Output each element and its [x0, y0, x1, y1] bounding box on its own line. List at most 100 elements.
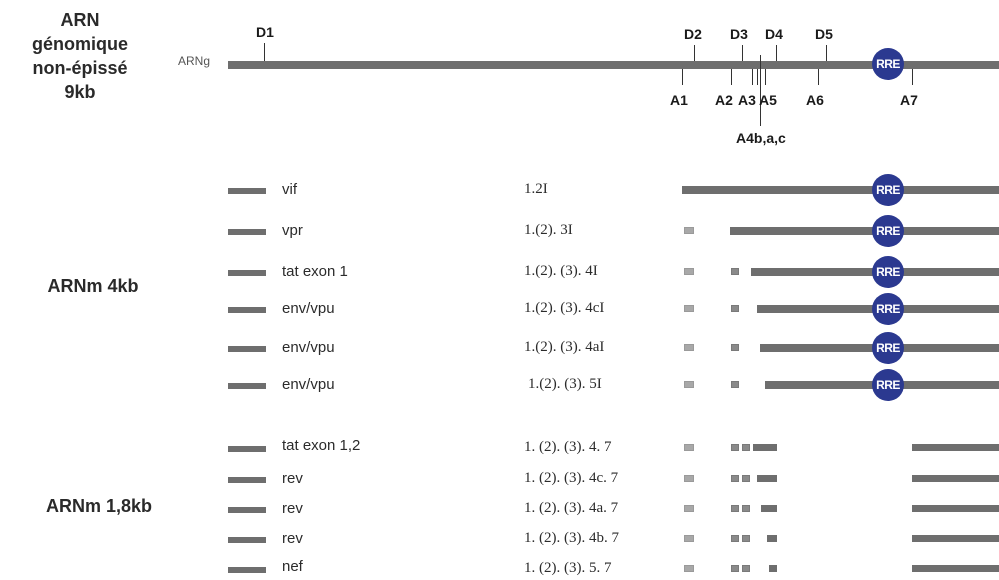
- donor-d5: D5: [815, 26, 833, 42]
- transcript-code: 1.(2). (3). 4cI: [524, 300, 605, 316]
- exon-marker: [731, 268, 739, 275]
- transcript-code: 1. (2). (3). 4b. 7: [524, 530, 619, 546]
- exon1-bar: [228, 477, 266, 483]
- acceptor-a3: A3: [738, 92, 756, 108]
- transcript-name: vpr: [282, 222, 303, 239]
- rre-icon: RRE: [872, 215, 904, 247]
- exon1-bar: [228, 346, 266, 352]
- mrna-18kb-title: ARNm 1,8kb: [45, 496, 153, 516]
- exon-nef: [769, 565, 777, 572]
- donor-d1-tick: [264, 43, 265, 61]
- transcript-name: env/vpu: [282, 339, 335, 356]
- acceptor-a3-tick: [752, 69, 753, 85]
- rre-icon: RRE: [872, 256, 904, 288]
- transcript-code: 1. (2). (3). 5. 7: [524, 560, 612, 576]
- exon-tat: [753, 444, 777, 451]
- transcript-code: 1. (2). (3). 4c. 7: [524, 470, 619, 486]
- rre-genome: RRE: [872, 48, 904, 80]
- exon-7-bar: [912, 565, 999, 572]
- acceptor-a4-label: A4b,a,c: [736, 130, 786, 146]
- exon-marker: [684, 305, 694, 312]
- transcript-code: 1.(2). 3I: [524, 222, 573, 238]
- acceptor-a2: A2: [715, 92, 733, 108]
- acceptor-a5: A5: [759, 92, 777, 108]
- acceptor-a7: A7: [900, 92, 918, 108]
- exon-marker: [731, 444, 739, 451]
- donor-d3-tick: [742, 45, 743, 61]
- exon-marker: [684, 505, 694, 512]
- exon-rev: [767, 535, 777, 542]
- exon-marker: [742, 444, 750, 451]
- exon1-bar: [228, 383, 266, 389]
- transcript-name: env/vpu: [282, 300, 335, 317]
- donor-d4-tick: [776, 45, 777, 61]
- transcript-code: 1. (2). (3). 4. 7: [524, 439, 612, 455]
- exon1-bar: [228, 507, 266, 513]
- donor-d2: D2: [684, 26, 702, 42]
- exon-marker: [684, 444, 694, 451]
- acceptor-a5-tick: [765, 69, 766, 85]
- acceptor-a1-tick: [682, 69, 683, 85]
- rre-icon: RRE: [872, 293, 904, 325]
- exon-marker: [731, 381, 739, 388]
- transcript-name: rev: [282, 530, 303, 547]
- genome-bar: [228, 61, 999, 69]
- exon-7-bar: [912, 505, 999, 512]
- transcript-bar: [730, 227, 999, 235]
- exon-marker: [731, 565, 739, 572]
- exon-marker: [742, 475, 750, 482]
- exon1-bar: [228, 307, 266, 313]
- exon1-bar: [228, 229, 266, 235]
- transcript-code: 1.2I: [524, 181, 548, 197]
- exon-marker: [684, 475, 694, 482]
- exon-rev: [761, 505, 777, 512]
- transcript-name: tat exon 1,2: [282, 437, 361, 454]
- mrna-4kb-title: ARNm 4kb: [47, 276, 139, 296]
- rre-icon: RRE: [872, 369, 904, 401]
- exon1-bar: [228, 537, 266, 543]
- transcript-code: 1.(2). (3). 4I: [524, 263, 598, 279]
- transcript-bar: [682, 186, 999, 194]
- rre-icon: RRE: [872, 174, 904, 206]
- exon-marker: [742, 535, 750, 542]
- acceptor-a4-tick: [760, 55, 761, 126]
- transcript-code: 1. (2). (3). 4a. 7: [524, 500, 619, 516]
- exon1-bar: [228, 270, 266, 276]
- donor-d3: D3: [730, 26, 748, 42]
- exon-marker: [684, 344, 694, 351]
- transcript-name: vif: [282, 181, 297, 198]
- exon-marker: [684, 381, 694, 388]
- exon-7-bar: [912, 535, 999, 542]
- exon-marker: [731, 475, 739, 482]
- exon-rev: [757, 475, 777, 482]
- donor-d2-tick: [694, 45, 695, 61]
- transcript-name: env/vpu: [282, 376, 335, 393]
- genome-label: ARNg: [178, 54, 211, 68]
- exon-marker: [684, 268, 694, 275]
- exon-marker: [684, 565, 694, 572]
- exon-7-bar: [912, 475, 999, 482]
- exon-marker: [684, 535, 694, 542]
- exon-marker: [731, 344, 739, 351]
- acceptor-a4-tick-2: [757, 69, 758, 85]
- exon-marker: [731, 535, 739, 542]
- acceptor-a1: A1: [670, 92, 688, 108]
- exon-7-bar: [912, 444, 999, 451]
- exon-marker: [742, 505, 750, 512]
- transcript-code: 1.(2). (3). 5I: [528, 376, 602, 392]
- donor-d4: D4: [765, 26, 783, 42]
- genomic-rna-title: ARN génomique non-épissé 9kb: [31, 10, 128, 102]
- transcript-name: rev: [282, 500, 303, 517]
- transcript-name: nef: [282, 558, 303, 575]
- exon-marker: [731, 505, 739, 512]
- exon-marker: [684, 227, 694, 234]
- exon1-bar: [228, 446, 266, 452]
- transcript-name: tat exon 1: [282, 263, 348, 280]
- acceptor-a7-tick: [912, 69, 913, 85]
- rre-icon: RRE: [872, 332, 904, 364]
- transcript-code: 1.(2). (3). 4aI: [524, 339, 605, 355]
- donor-d5-tick: [826, 45, 827, 61]
- acceptor-a6: A6: [806, 92, 824, 108]
- exon-marker: [742, 565, 750, 572]
- acceptor-a2-tick: [731, 69, 732, 85]
